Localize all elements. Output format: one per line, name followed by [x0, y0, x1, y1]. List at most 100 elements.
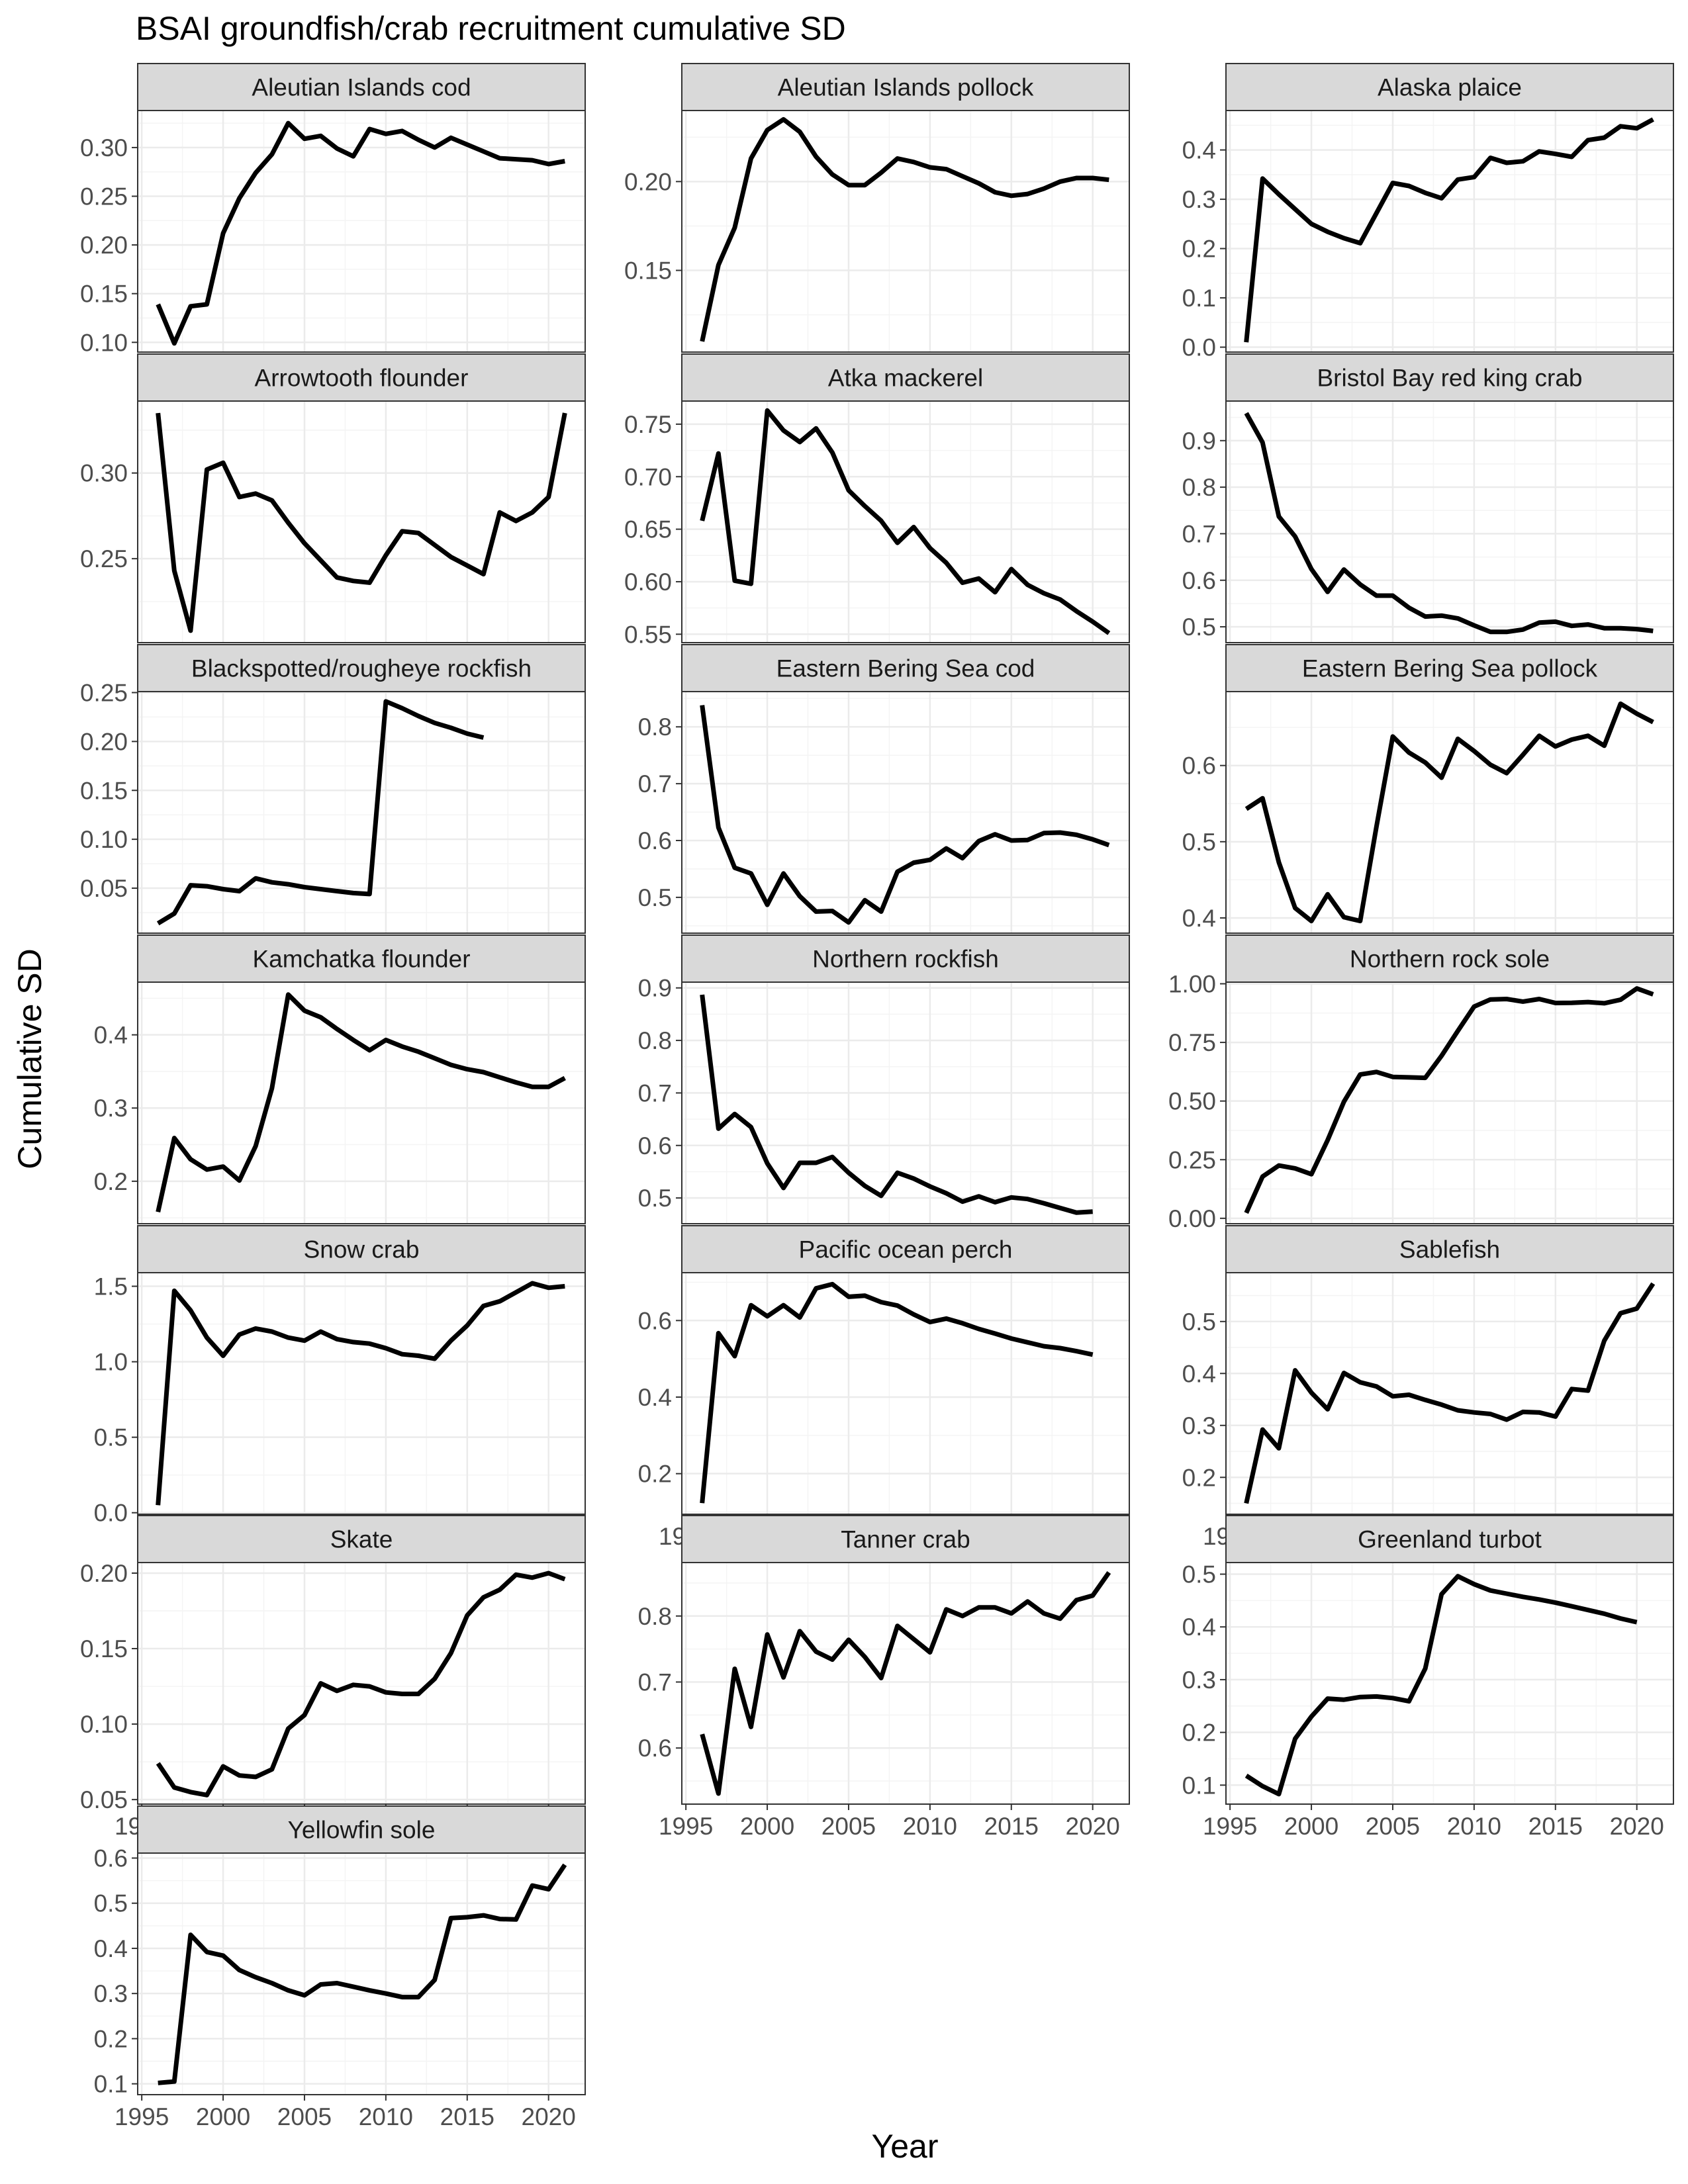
panel-background — [682, 1563, 1129, 1804]
series-line-blackspotted-rougheye-rockfish — [156, 699, 485, 926]
y-tick-label: 0.8 — [638, 713, 672, 741]
y-tick-label: 0.3 — [94, 1095, 128, 1122]
panel-skate: Skate0.050.100.150.201995200020052010201… — [80, 1515, 586, 1840]
series-line-yellowfin-sole — [158, 1863, 567, 2085]
panel-pacific-ocean-perch: Pacific ocean perch0.20.40.6199520002005… — [638, 1225, 1130, 1550]
strip-background — [1225, 934, 1674, 983]
strip-label: Eastern Bering Sea pollock — [1302, 655, 1598, 682]
strip-label: Blackspotted/rougheye rockfish — [191, 655, 532, 682]
y-tick-label: 0.7 — [638, 770, 672, 797]
y-tick-label: 0.2 — [638, 1461, 672, 1488]
panel-border — [681, 1272, 1130, 1515]
panel-alaska-plaice: Alaska plaice 0.0 0.1 0.2 0.3 0.4 — [1182, 63, 1674, 361]
strip-background — [1225, 1225, 1674, 1273]
series-line-alaska-plaice — [1244, 117, 1654, 343]
panel-sablefish: Sablefish0.20.30.40.51995200020052010201… — [1182, 1225, 1674, 1550]
strip-label: Bristol Bay red king crab — [1317, 365, 1582, 392]
y-tick-label: 0.8 — [638, 1603, 672, 1630]
panel-background — [1226, 982, 1673, 1224]
y-axis-title: Cumulative SD — [11, 948, 48, 1169]
y-tick-label: 1.0 — [94, 1349, 128, 1376]
strip-label: Aleutian Islands pollock — [778, 74, 1034, 101]
y-tick-label: 0.1 — [1182, 1772, 1216, 1799]
panel-background — [682, 111, 1129, 352]
y-tick-label: 0.65 — [624, 516, 672, 543]
series-line-eastern-bering-sea-cod — [700, 705, 1110, 925]
strip-label: Sablefish — [1399, 1236, 1500, 1263]
y-tick-label: 0.70 — [624, 463, 672, 490]
y-tick-label: 0.5 — [1182, 1561, 1216, 1588]
panel-background — [138, 1853, 585, 2095]
y-tick-label: 0.30 — [80, 460, 128, 487]
x-tick-label: 2010 — [903, 1813, 957, 1840]
y-tick-label: 0.10 — [80, 826, 128, 853]
panel-bristol-bay-red-king-crab: Bristol Bay red king crab 0.5 0.6 0.7 0.8 0.9 — [1182, 353, 1674, 643]
panel-background — [138, 111, 585, 352]
panel-kamchatka-flounder: Kamchatka flounder 0.2 0.3 0.4 — [94, 934, 586, 1224]
x-tick-label: 2000 — [1284, 1813, 1338, 1840]
y-tick-label: 0.5 — [638, 884, 672, 911]
x-tick-label: 2005 — [821, 1813, 876, 1840]
strip-background — [681, 644, 1130, 692]
y-tick-label: 0.5 — [1182, 614, 1216, 641]
y-tick-label: 0.9 — [1182, 428, 1216, 455]
y-tick-label: 0.60 — [624, 569, 672, 596]
x-axis-title: Year — [871, 2128, 938, 2165]
panel-aleutian-islands-cod: Aleutian Islands cod 0.10 0.15 0.20 0.25 0.30 — [80, 63, 586, 356]
y-tick-label: 0.0 — [1182, 334, 1216, 361]
y-tick-label: 0.4 — [1182, 905, 1216, 932]
strip-label: Atka mackerel — [828, 365, 983, 392]
y-tick-label: 0.2 — [1182, 236, 1216, 263]
strip-background — [137, 353, 586, 402]
strip-label: Northern rock sole — [1350, 946, 1550, 973]
panel-background — [138, 982, 585, 1224]
strip-label: Yellowfin sole — [288, 1817, 436, 1844]
y-tick-label: 0.75 — [624, 411, 672, 438]
y-tick-label: 0.2 — [94, 1168, 128, 1195]
x-tick-label: 1995 — [1203, 1813, 1257, 1840]
y-tick-label: 0.1 — [1182, 285, 1216, 312]
panel-greenland-turbot: Greenland turbot 0.1 0.2 0.3 0.4 0.5 1995 2000 2… — [1182, 1515, 1674, 1840]
panel-background — [138, 1273, 585, 1514]
strip-label: Greenland turbot — [1358, 1526, 1542, 1553]
series-line-aleutian-islands-cod — [156, 120, 565, 346]
y-tick-label: 0.6 — [638, 1307, 672, 1334]
y-tick-label: 0.6 — [1182, 567, 1216, 594]
series-line-eastern-bering-sea-pollock — [1244, 701, 1654, 924]
panel-border — [1225, 1562, 1674, 1805]
series-line-arrowtooth-flounder — [156, 412, 567, 633]
panel-tanner-crab: Tanner crab 0.6 0.7 0.8 1995 2000 2005 2010 2015… — [638, 1515, 1130, 1840]
y-tick-label: 0.5 — [638, 1185, 672, 1212]
panel-border — [681, 400, 1130, 643]
strip-background — [137, 63, 586, 111]
panel-background — [682, 401, 1129, 643]
y-tick-label: 0.2 — [1182, 1719, 1216, 1747]
series-line-snow-crab — [156, 1281, 565, 1506]
y-tick-label: 0.7 — [638, 1669, 672, 1696]
y-tick-label: 0.2 — [94, 2025, 128, 2052]
x-tick-label: 2010 — [359, 2103, 413, 2130]
panel-background — [138, 401, 585, 643]
strip-background — [137, 1515, 586, 1563]
panel-eastern-bering-sea-pollock: Eastern Bering Sea pollock 0.4 0.5 0.6 — [1182, 644, 1674, 934]
strip-label: Eastern Bering Sea cod — [776, 655, 1035, 682]
y-tick-label: 1.5 — [94, 1273, 128, 1300]
series-line-northern-rockfish — [700, 994, 1093, 1215]
panel-border — [137, 1272, 586, 1515]
y-tick-label: 0.5 — [94, 1424, 128, 1451]
series-line-tanner-crab — [700, 1570, 1111, 1796]
y-tick-label: 0.3 — [1182, 186, 1216, 213]
panel-yellowfin-sole: Yellowfin sole 0.1 0.2 0.3 0.4 0.5 0.6 1995 2000… — [94, 1805, 586, 2130]
y-tick-label: 0.20 — [80, 728, 128, 755]
y-tick-label: 0.20 — [80, 232, 128, 259]
x-tick-label: 2000 — [196, 2103, 250, 2130]
y-tick-label: 0.1 — [94, 2071, 128, 2098]
panel-background — [1226, 401, 1673, 643]
y-tick-label: 0.4 — [1182, 1614, 1216, 1641]
y-tick-label: 0.50 — [1168, 1088, 1216, 1115]
x-tick-label: 1995 — [659, 1813, 713, 1840]
series-line-bristol-bay-red-king-crab — [1244, 412, 1654, 635]
x-tick-label: 2015 — [1528, 1813, 1583, 1840]
x-tick-label: 2005 — [1366, 1813, 1420, 1840]
